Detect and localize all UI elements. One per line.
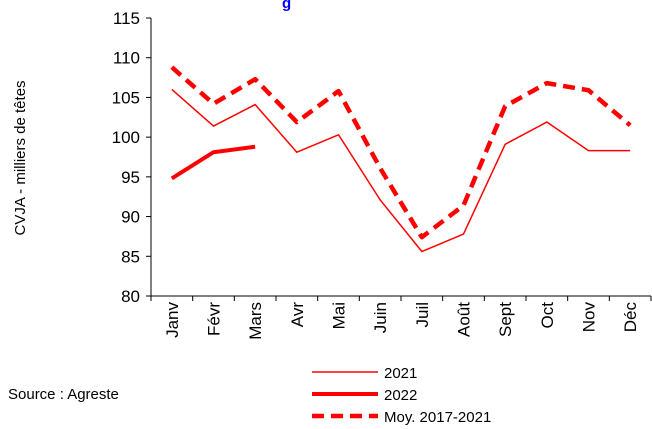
x-tick-label: Avr bbox=[288, 302, 307, 328]
x-tick-label: Oct bbox=[538, 302, 557, 329]
y-tick-label: 85 bbox=[121, 247, 140, 266]
y-axis-ticks: 80 85 90 95 100 105 110 115 bbox=[112, 9, 151, 306]
x-tick-label: Sept bbox=[496, 302, 515, 337]
legend-label: 2021 bbox=[384, 365, 417, 382]
x-tick-label: Mars bbox=[246, 302, 265, 340]
y-tick-label: 95 bbox=[121, 168, 140, 187]
x-axis-ticks: Janv Févr Mars Avr Mai Juin Juil Août Sept Oct Nov… bbox=[150, 296, 652, 340]
y-axis-title: CVJA - milliers de têtes bbox=[12, 80, 29, 235]
x-tick-label: Juin bbox=[371, 302, 390, 333]
y-tick-label: 110 bbox=[113, 49, 140, 68]
series-line-2021 bbox=[171, 88, 631, 253]
legend: 2021 2022 Moy. 2017-2021 bbox=[312, 365, 491, 426]
series-line-2022 bbox=[170, 144, 256, 181]
x-tick-label: Août bbox=[455, 302, 474, 337]
y-tick-label: 80 bbox=[121, 287, 140, 306]
series-group bbox=[170, 65, 632, 253]
x-tick-label: Janv bbox=[163, 302, 182, 338]
y-tick-label: 115 bbox=[113, 9, 140, 28]
x-tick-label: Déc bbox=[621, 302, 640, 333]
x-tick-label: Nov bbox=[580, 302, 599, 333]
y-tick-label: 90 bbox=[121, 208, 140, 227]
chart-title: g bbox=[282, 0, 291, 12]
y-tick-label: 105 bbox=[112, 88, 140, 107]
legend-label: 2022 bbox=[384, 387, 417, 404]
series-line-moy-2017-2021 bbox=[170, 65, 632, 240]
y-tick-label: 100 bbox=[112, 128, 140, 147]
source-note: Source : Agreste bbox=[8, 386, 119, 403]
x-tick-label: Févr bbox=[205, 302, 224, 336]
x-tick-label: Juil bbox=[413, 302, 432, 328]
x-tick-label: Mai bbox=[330, 302, 349, 329]
legend-label: Moy. 2017-2021 bbox=[384, 409, 491, 426]
